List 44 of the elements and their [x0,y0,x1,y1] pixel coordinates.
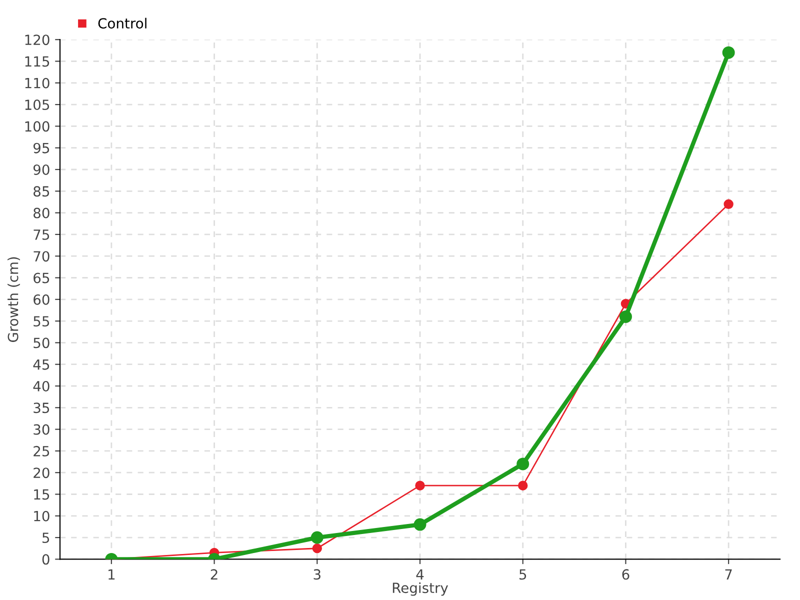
x-tick-label: 6 [622,569,630,580]
point [516,458,530,470]
y-tick-label: 35 [34,402,50,414]
y-tick-label: 10 [34,510,50,522]
point [414,518,426,531]
y-tick-label: 90 [33,164,50,175]
y-tick-label: 95 [33,142,50,154]
x-tick-label: 4 [416,569,424,580]
y-tick-label: 75 [34,230,50,240]
y-tick-label: 5 [42,532,50,544]
y-tick-label: 115 [25,56,50,67]
y-tick-label: 80 [34,208,50,218]
x-axis-title: Registry [392,582,448,596]
x-tick-label: 5 [520,569,526,580]
y-tick-label: 120 [25,34,50,46]
point [722,46,735,59]
y-tick-label: 105 [25,100,50,110]
y-tick-label: 110 [25,78,50,88]
point [518,480,528,490]
y-axis-title: Growth (cm) [8,257,20,342]
point [310,531,324,544]
y-tick-label: 60 [34,294,50,305]
y-tick-label: 0 [42,554,50,565]
y-tick-label: 30 [34,424,50,435]
x-tick-label: 1 [108,569,115,580]
y-tick-label: 50 [34,338,50,348]
x-tick-label: 2 [210,569,218,580]
x-tick-label: 3 [314,569,320,580]
y-tick-label: 55 [34,316,50,327]
y-tick-label: 70 [34,251,50,262]
y-tick-label: 45 [33,360,50,370]
y-tick-label: 65 [34,272,50,284]
y-tick-label: 40 [33,380,50,392]
point [724,199,734,209]
y-tick-label: 15 [34,489,50,500]
y-tick-label: 85 [34,186,50,197]
y-tick-label: 100 [25,121,50,132]
y-tick-label: 25 [34,446,50,456]
point [415,480,425,490]
y-tick-label: 20 [34,468,50,478]
legend-label: Control [98,18,146,29]
point [312,544,322,554]
point [619,310,632,323]
x-tick-label: 7 [725,569,732,580]
